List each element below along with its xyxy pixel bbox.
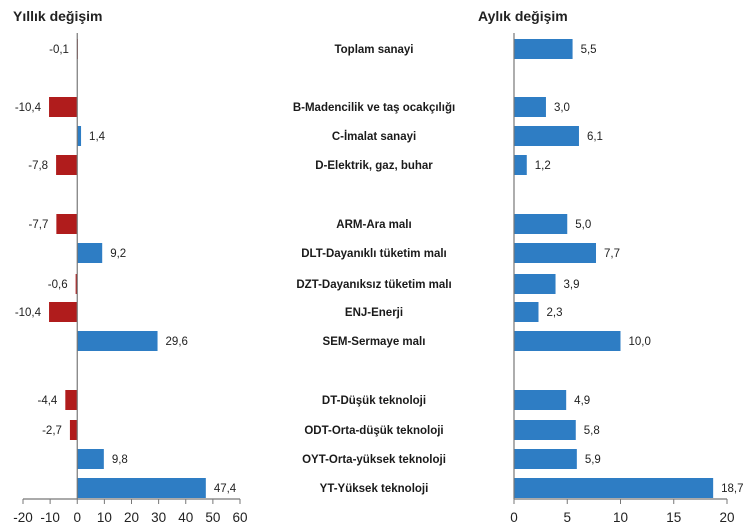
monthly-value-label: 5,9 [585, 454, 601, 466]
annual-bar [56, 214, 78, 234]
annual-value-label: 1,4 [89, 131, 106, 143]
annual-bar [77, 331, 158, 351]
monthly-bar [514, 302, 539, 322]
annual-value-label: -2,7 [42, 425, 62, 437]
annual-value-label: 9,2 [110, 248, 126, 260]
category-label: DLT-Dayanıklı tüketim malı [301, 248, 447, 260]
monthly-bar [514, 420, 576, 440]
category-label: YT-Yüksek teknoloji [320, 483, 429, 495]
monthly-bar [514, 155, 527, 175]
annual-value-label: -10,4 [15, 102, 42, 114]
category-label: DT-Düşük teknoloji [322, 395, 426, 407]
monthly-value-label: 10,0 [629, 336, 651, 348]
annual-value-label: -4,4 [37, 395, 57, 407]
monthly-bar [514, 243, 597, 263]
annual-value-label: -7,7 [29, 219, 49, 231]
annual-tick-label: -10 [40, 510, 60, 525]
monthly-value-label: 4,9 [574, 395, 590, 407]
monthly-tick-label: 5 [563, 510, 571, 525]
annual-value-label: 9,8 [112, 454, 128, 466]
monthly-value-label: 7,7 [604, 248, 620, 260]
monthly-value-label: 3,0 [554, 102, 570, 114]
monthly-bar [514, 274, 556, 294]
annual-tick-label: 50 [205, 510, 220, 525]
annual-tick-label: 30 [151, 510, 166, 525]
category-label: ARM-Ara malı [336, 219, 411, 231]
annual-value-label: -7,8 [28, 160, 48, 172]
monthly-tick-label: 0 [510, 510, 518, 525]
annual-bar [77, 126, 82, 146]
annual-value-label: 29,6 [166, 336, 188, 348]
monthly-tick-label: 20 [719, 510, 734, 525]
annual-bar [49, 302, 78, 322]
monthly-change-title: Aylık değişim [478, 8, 568, 24]
annual-tick-label: -20 [13, 510, 33, 525]
monthly-value-label: 6,1 [587, 131, 603, 143]
annual-tick-label: 20 [124, 510, 139, 525]
monthly-bar [514, 39, 573, 59]
category-label: ENJ-Enerji [345, 307, 403, 319]
annual-value-label: -0,1 [49, 44, 69, 56]
category-label: SEM-Sermaye malı [323, 336, 426, 348]
annual-bar [77, 243, 103, 263]
annual-tick-label: 60 [232, 510, 247, 525]
monthly-bar [514, 331, 621, 351]
monthly-bar [514, 214, 568, 234]
annual-bar [77, 478, 206, 498]
annual-bar [69, 420, 78, 440]
monthly-value-label: 18,7 [721, 483, 743, 495]
monthly-bar [514, 478, 714, 498]
monthly-tick-label: 10 [613, 510, 628, 525]
category-label: D-Elektrik, gaz, buhar [315, 160, 433, 172]
monthly-value-label: 5,5 [581, 44, 597, 56]
monthly-value-label: 3,9 [564, 279, 580, 291]
annual-bar [75, 274, 78, 294]
category-label: Toplam sanayi [334, 44, 413, 56]
annual-bar [77, 449, 104, 469]
monthly-value-label: 5,0 [575, 219, 591, 231]
monthly-tick-label: 15 [666, 510, 681, 525]
category-label: ODT-Orta-düşük teknoloji [304, 425, 443, 437]
monthly-value-label: 2,3 [546, 307, 562, 319]
annual-bar [56, 155, 78, 175]
monthly-value-label: 1,2 [535, 160, 551, 172]
annual-change-chart: -0,1 -10,4 1,4 -7,8 -7,7 9,2 -0,6 -10,4 29,6 -4,4… [13, 33, 248, 525]
monthly-change-chart: 5,5 3,0 6,1 1,2 5,0 7,7 3,9 2,3 10,0 4,9 5,8 5,9 18,… [510, 33, 744, 525]
monthly-value-label: 5,8 [584, 425, 600, 437]
category-label: DZT-Dayanıksız tüketim malı [296, 279, 451, 291]
annual-bar [49, 97, 78, 117]
monthly-bar [514, 126, 579, 146]
category-labels: Toplam sanayi B-Madencilik ve taş ocakçıl… [293, 44, 455, 495]
annual-value-label: -10,4 [15, 307, 42, 319]
category-label: B-Madencilik ve taş ocakçılığı [293, 102, 455, 114]
category-label: OYT-Orta-yüksek teknoloji [302, 454, 446, 466]
annual-bar [65, 390, 78, 410]
annual-tick-label: 40 [178, 510, 193, 525]
annual-value-label: -0,6 [48, 279, 68, 291]
annual-tick-label: 0 [73, 510, 81, 525]
monthly-bar [514, 390, 567, 410]
category-label: C-İmalat sanayi [332, 130, 416, 143]
annual-change-title: Yıllık değişim [13, 8, 102, 24]
monthly-bar [514, 449, 577, 469]
annual-tick-label: 10 [97, 510, 112, 525]
annual-value-label: 47,4 [214, 483, 237, 495]
monthly-bar [514, 97, 546, 117]
